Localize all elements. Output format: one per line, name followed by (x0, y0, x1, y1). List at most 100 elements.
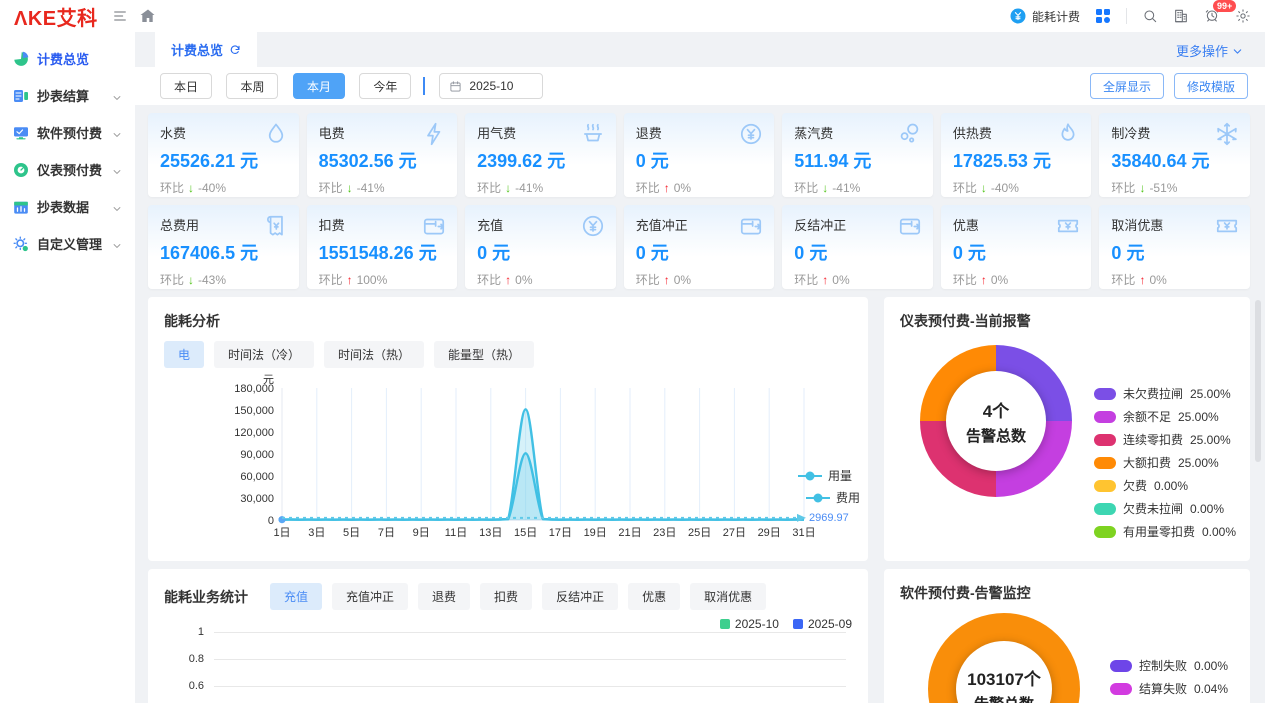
trend-arrow-icon: ↓ (188, 272, 195, 287)
stat-card-label: 退费 (635, 126, 662, 141)
energy-tab[interactable]: 时间法（热） (324, 341, 425, 368)
business-tab[interactable]: 取消优惠 (690, 583, 767, 610)
notifications[interactable]: 99+ (1204, 0, 1237, 26)
trend-arrow-icon: ↑ (663, 180, 670, 195)
energy-analysis-panel: 能耗分析 电 时间法（冷） 时间法（热） 能量型（热） 0 30,000 60,00… (148, 297, 868, 561)
legend-swatch (1109, 659, 1132, 672)
legend-item[interactable]: 有用量零扣费 0.00% (1093, 523, 1236, 540)
legend-percentage: 0.04% (1193, 681, 1228, 696)
refresh-icon[interactable] (229, 44, 241, 56)
sidebar-item[interactable]: 软件预付费 (0, 114, 135, 151)
sidebar-item-label: 抄表结算 (37, 89, 90, 104)
stat-card-amount: 17825.53 (952, 151, 1028, 171)
legend-item[interactable]: 未欠费拉闸 25.00% (1093, 385, 1236, 402)
legend-item[interactable]: 结算失败 0.04% (1109, 680, 1228, 697)
legend-item[interactable]: 欠费 0.00% (1093, 477, 1236, 494)
business-tab[interactable]: 优惠 (628, 583, 681, 610)
apps-grid-icon[interactable] (1095, 8, 1111, 24)
trend-delta: -43% (198, 272, 227, 287)
legend-item[interactable]: 欠费未拉闸 0.00% (1093, 500, 1236, 517)
stat-card-label: 供热费 (952, 126, 992, 141)
ticket-icon (1055, 213, 1081, 239)
svg-text:15日: 15日 (514, 527, 537, 539)
month-picker[interactable]: 2025-10 (439, 73, 544, 99)
stat-card-amount: 25526.21 (160, 151, 236, 171)
business-tab[interactable]: 扣费 (480, 583, 533, 610)
svg-text:3日: 3日 (308, 527, 325, 539)
panel-title: 软件预付费-告警监控 (900, 585, 1031, 601)
legend-item[interactable]: 控制失败 0.00% (1109, 657, 1228, 674)
fullscreen-button[interactable]: 全屏显示 (1089, 73, 1164, 99)
vertical-scrollbar[interactable] (1255, 300, 1261, 462)
gear-icon[interactable] (1235, 8, 1251, 24)
trend-arrow-icon: ↓ (822, 180, 829, 195)
legend-item[interactable]: 余额不足 25.00% (1093, 408, 1236, 425)
stat-card: 蒸汽费 511.94 元 环比 ↓ -41% (782, 113, 933, 197)
stat-card-unit: 元 (1191, 151, 1210, 171)
stat-card: 退费 0 元 环比 ↑ 0% (623, 113, 775, 197)
period-button[interactable]: 本月 (292, 73, 345, 99)
trend-label: 环比 (160, 181, 185, 195)
meter-alarm-legend: 未欠费拉闸 25.00% 余额不足 25.00% 连续零扣费 (1093, 385, 1236, 546)
app-switcher[interactable]: 能耗计费 (1010, 8, 1080, 25)
period-button[interactable]: 本日 (160, 73, 213, 99)
stat-card-trend: 环比 ↑ 0% (794, 271, 921, 288)
stat-card-amount: 167406.5 (160, 243, 236, 263)
software-alarm-legend: 控制失败 0.00% 结算失败 0.04% 余额报警 (1109, 657, 1228, 703)
legend-swatch (1093, 387, 1116, 400)
stat-card: 取消优惠 0 元 环比 ↑ 0% (1099, 205, 1250, 289)
legend-swatch (1093, 456, 1116, 469)
legend-item[interactable]: 2025-09 (792, 617, 852, 631)
panel-title: 能耗分析 (164, 313, 220, 329)
legend-item[interactable]: 大额扣费 25.00% (1093, 454, 1236, 471)
sidebar-item[interactable]: 抄表数据 (0, 188, 135, 225)
trend-delta: -40% (198, 180, 227, 195)
energy-tab[interactable]: 时间法（冷） (214, 341, 315, 368)
svg-text:7日: 7日 (378, 527, 395, 539)
stat-card-value: 35840.64 元 (1111, 147, 1238, 173)
business-tab[interactable]: 退费 (418, 583, 471, 610)
meter-prepaid-alarm-panel: 仪表预付费-当前报警 4个 告警总数 未欠费拉闸 25.00% (884, 297, 1250, 561)
sidebar-item[interactable]: 抄表结算 (0, 77, 135, 114)
chevron-down-icon (1232, 45, 1243, 56)
home-icon[interactable] (140, 8, 156, 24)
stat-card-trend: 环比 ↓ -43% (160, 271, 287, 288)
donut-center: 4个 告警总数 (946, 371, 1046, 471)
business-tab[interactable]: 充值冲正 (332, 583, 409, 610)
legend-item[interactable]: 2025-10 (719, 617, 779, 631)
energy-tab[interactable]: 能量型（热） (434, 341, 535, 368)
legend-percentage: 0.00% (1193, 658, 1228, 673)
ticket-icon (1214, 213, 1240, 239)
business-tab[interactable]: 充值 (270, 583, 323, 610)
bottom-panels: 能耗业务统计 充值 充值冲正 退费 扣费 反结冲正 (148, 569, 1250, 703)
receipt-icon (263, 213, 289, 239)
business-bar-chart: 1 0.8 0.6 (164, 626, 852, 703)
tab-billing-overview[interactable]: 计费总览 (155, 32, 258, 67)
period-button[interactable]: 本周 (226, 73, 279, 99)
period-button[interactable]: 今年 (359, 73, 412, 99)
edit-template-button[interactable]: 修改模版 (1173, 73, 1248, 99)
sidebar-collapse-icon[interactable] (112, 8, 128, 24)
business-tab[interactable]: 反结冲正 (542, 583, 619, 610)
sidebar-item-label: 仪表预付费 (37, 163, 103, 178)
search-icon[interactable] (1142, 8, 1158, 24)
energy-tab[interactable]: 电 (164, 341, 205, 368)
legend-item[interactable]: 连续零扣费 25.00% (1093, 431, 1236, 448)
legend-percentage: 0.00% (1201, 524, 1236, 539)
organization-icon[interactable] (1173, 8, 1189, 24)
trend-arrow-icon: ↑ (505, 272, 512, 287)
trend-label: 环比 (635, 181, 660, 195)
calendar-icon (449, 80, 462, 93)
trend-label: 环比 (318, 181, 343, 195)
legend-swatch (1093, 433, 1116, 446)
svg-text:费用: 费用 (836, 491, 860, 505)
sidebar-item[interactable]: 自定义管理 (0, 225, 135, 262)
tab-strip: 计费总览 更多操作 (135, 32, 1265, 67)
legend-swatch (1093, 479, 1116, 492)
sidebar-item[interactable]: 计费总览 (0, 40, 135, 77)
more-actions-button[interactable]: 更多操作 (1176, 41, 1243, 60)
sidebar-item-label: 计费总览 (37, 52, 90, 67)
svg-text:29日: 29日 (758, 527, 781, 539)
sidebar-item[interactable]: 仪表预付费 (0, 151, 135, 188)
trend-label: 环比 (477, 181, 502, 195)
